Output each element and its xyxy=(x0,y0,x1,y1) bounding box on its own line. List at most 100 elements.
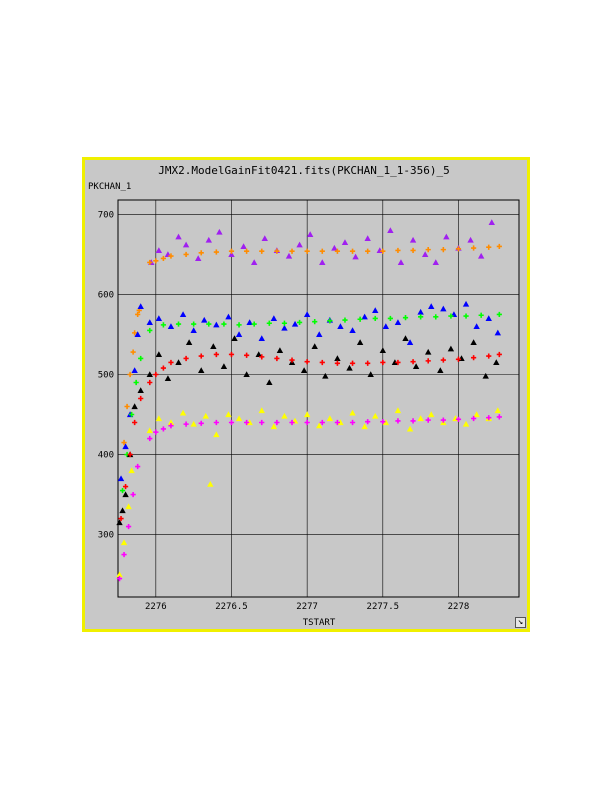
data-point xyxy=(270,315,278,322)
data-point xyxy=(462,300,470,307)
data-point xyxy=(147,259,153,266)
data-point xyxy=(349,360,356,366)
data-point xyxy=(471,415,477,422)
data-point xyxy=(124,403,130,410)
data-point xyxy=(334,355,341,362)
data-point xyxy=(296,241,303,248)
data-point xyxy=(349,248,356,254)
data-point xyxy=(160,255,166,262)
data-point xyxy=(258,335,265,342)
data-point xyxy=(207,480,214,487)
data-point xyxy=(440,357,446,363)
data-point xyxy=(259,419,265,426)
data-point xyxy=(281,324,288,331)
data-point xyxy=(195,255,202,261)
y-axis-label: PKCHAN_1 xyxy=(88,182,131,192)
data-point xyxy=(270,423,278,430)
data-point xyxy=(496,351,502,358)
data-point xyxy=(402,315,409,321)
data-point xyxy=(258,407,265,414)
data-point xyxy=(380,248,386,254)
data-point xyxy=(116,571,123,578)
y-tick-label: 300 xyxy=(98,531,114,541)
data-point xyxy=(285,252,293,259)
data-point xyxy=(425,417,431,423)
plot-frame xyxy=(117,199,520,598)
data-point xyxy=(289,357,295,363)
data-point xyxy=(251,321,257,327)
data-point xyxy=(205,236,212,243)
data-point xyxy=(482,372,489,379)
data-point xyxy=(121,439,127,446)
data-point xyxy=(462,420,470,427)
data-point xyxy=(387,315,393,322)
data-point xyxy=(198,353,204,359)
data-point xyxy=(228,251,235,257)
data-point xyxy=(127,451,133,458)
x-tick-label: 2277 xyxy=(296,602,318,612)
data-point xyxy=(259,354,265,360)
data-point xyxy=(266,379,273,386)
data-point xyxy=(471,355,477,361)
data-point xyxy=(261,235,268,241)
data-point xyxy=(133,379,139,386)
data-point xyxy=(455,246,462,252)
data-point xyxy=(447,345,455,352)
data-point xyxy=(164,375,172,382)
series-7 xyxy=(116,414,502,582)
data-point xyxy=(478,312,484,318)
data-point xyxy=(471,245,477,251)
data-point xyxy=(372,412,379,419)
y-tick-label: 600 xyxy=(98,290,114,300)
data-point xyxy=(496,243,502,250)
resize-handle-icon[interactable]: ↘ xyxy=(515,617,526,628)
data-point xyxy=(168,253,174,259)
data-point xyxy=(319,419,325,426)
data-point xyxy=(312,319,318,325)
data-point xyxy=(276,347,284,354)
data-point xyxy=(153,371,159,378)
data-point xyxy=(470,339,477,346)
data-point xyxy=(118,515,124,522)
data-point xyxy=(122,483,129,490)
data-point xyxy=(319,359,325,366)
data-point xyxy=(121,551,127,558)
x-tick-label: 2278 xyxy=(448,602,470,612)
data-point xyxy=(213,351,219,358)
data-point xyxy=(380,359,386,366)
data-point xyxy=(448,313,454,319)
data-point xyxy=(132,419,138,426)
data-point xyxy=(440,305,447,312)
data-point xyxy=(122,443,129,450)
data-point xyxy=(128,467,135,474)
data-point xyxy=(175,233,182,240)
data-point xyxy=(440,417,446,423)
data-point xyxy=(235,331,243,338)
data-point xyxy=(304,419,310,426)
data-point xyxy=(327,318,333,324)
data-point xyxy=(244,352,250,358)
axis-ticks: 2276 2276.5 2277 2277.5 2278 300 400 500 600 700 xyxy=(98,210,470,612)
data-point xyxy=(289,419,295,426)
x-tick-label: 2276 xyxy=(145,602,167,612)
data-point xyxy=(425,348,432,355)
data-point xyxy=(213,419,219,426)
series-1 xyxy=(121,243,502,446)
data-point xyxy=(167,419,175,426)
data-point xyxy=(494,329,502,336)
data-point xyxy=(372,315,378,322)
data-point xyxy=(243,371,250,378)
series-5 xyxy=(118,351,502,522)
data-point xyxy=(119,507,126,514)
data-point xyxy=(153,429,159,435)
data-point xyxy=(175,321,182,327)
data-point xyxy=(231,335,238,342)
data-point xyxy=(455,416,462,422)
data-point xyxy=(125,523,132,530)
data-point xyxy=(412,363,420,370)
data-point xyxy=(146,371,153,378)
data-point xyxy=(485,315,492,322)
data-point xyxy=(455,356,462,362)
data-point xyxy=(160,322,166,328)
data-point xyxy=(486,415,492,421)
